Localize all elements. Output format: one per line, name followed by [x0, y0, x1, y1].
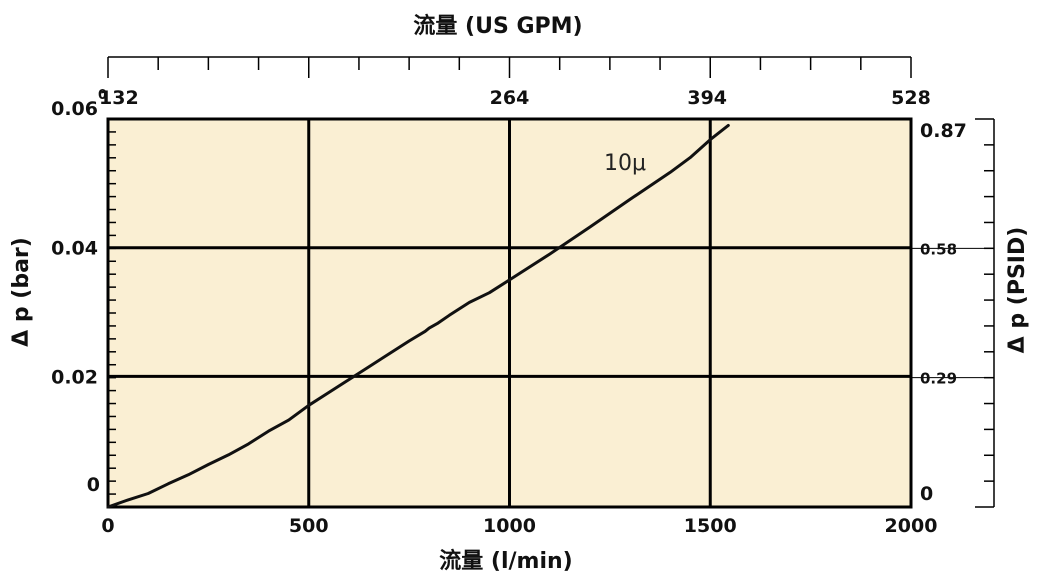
grid [108, 119, 994, 507]
right-tick-label-0: 0 [920, 483, 933, 505]
x-axis: 0 500 1000 1500 2000 [101, 515, 937, 537]
x-tick-label-1000: 1000 [483, 515, 536, 537]
x-tick-label-2000: 2000 [885, 515, 938, 537]
right-tick-label-0.87: 0.87 [920, 120, 967, 142]
y2-axis-title: Δ p (PSID) [1005, 227, 1030, 354]
y-axis-title: Δ p (bar) [9, 237, 34, 347]
series-layer [106, 123, 730, 509]
top-tick-label-528: 528 [891, 87, 931, 109]
top-tick-label-0: 0 [98, 88, 107, 103]
right-tick-label-0.58: 0.58 [920, 240, 957, 258]
y-tick-label-0.04: 0.04 [51, 238, 98, 260]
series-line-0 [106, 123, 730, 509]
x-tick-label-1500: 1500 [684, 515, 737, 537]
x-tick-label-0: 0 [101, 515, 114, 537]
top-tick-label-264: 264 [490, 87, 530, 109]
top-tick-label-132: 132 [99, 87, 139, 109]
x-tick-label-500: 500 [289, 515, 329, 537]
series-label-10u: 10μ [604, 151, 646, 176]
top-tick-label-394: 394 [687, 87, 727, 109]
y-tick-label-0.06: 0.06 [51, 98, 98, 120]
right-tick-label-0.29: 0.29 [920, 370, 957, 388]
right-axis: 0 0.29 0.58 0.87 [920, 118, 995, 508]
plot-frame [106, 117, 913, 509]
y-tick-label-0.02: 0.02 [51, 366, 98, 388]
x-axis-title: 流量 (l/min) [439, 548, 572, 574]
y-axis: 0 0.02 0.04 0.06 [51, 98, 100, 496]
y-tick-label-0: 0 [87, 474, 100, 496]
x2-axis-title: 流量 (US GPM) [413, 13, 582, 39]
